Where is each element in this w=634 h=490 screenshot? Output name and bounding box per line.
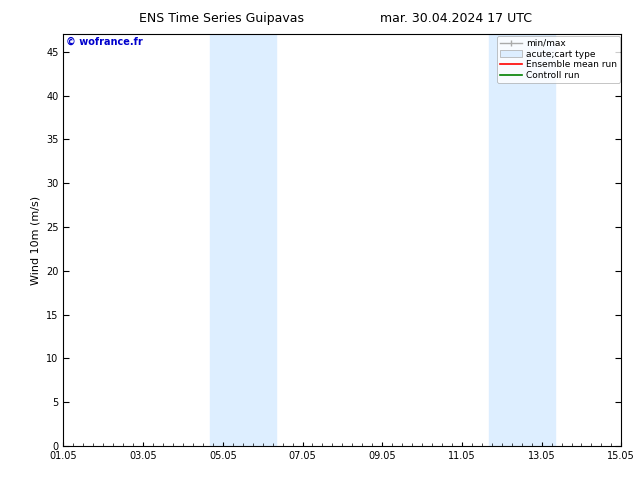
Legend: min/max, acute;cart type, Ensemble mean run, Controll run: min/max, acute;cart type, Ensemble mean … [497, 36, 619, 83]
Text: © wofrance.fr: © wofrance.fr [66, 37, 143, 47]
Bar [210, 34, 276, 446]
Y-axis label: Wind 10m (m/s): Wind 10m (m/s) [30, 196, 41, 285]
Text: ENS Time Series Guipavas: ENS Time Series Guipavas [139, 12, 304, 25]
Bar [489, 34, 555, 446]
Text: mar. 30.04.2024 17 UTC: mar. 30.04.2024 17 UTC [380, 12, 533, 25]
